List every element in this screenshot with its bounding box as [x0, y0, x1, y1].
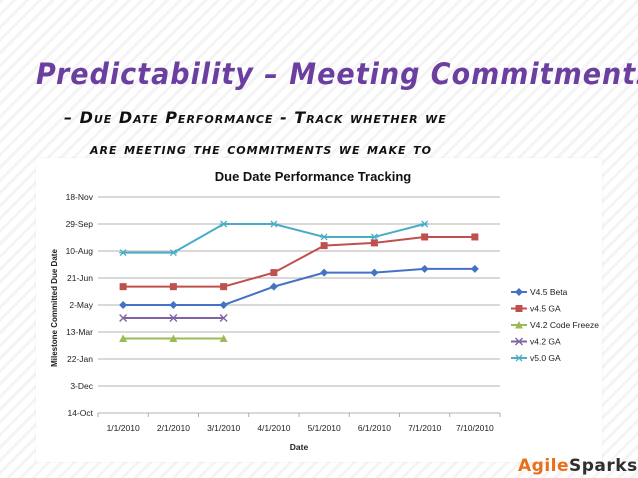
x-tick-label: 6/1/2010 — [358, 423, 391, 433]
chart-title: Due Date Performance Tracking — [215, 169, 412, 184]
slide-subtitle-line2: are meeting the commitments we make to — [90, 139, 432, 158]
series-point-5 — [420, 220, 429, 228]
x-tick-label: 4/1/2010 — [257, 423, 290, 433]
series-line-2 — [123, 235, 475, 288]
y-tick-label: 18-Nov — [66, 192, 94, 202]
x-tick-label: 7/10/2010 — [456, 423, 494, 433]
y-tick-label: 2-May — [69, 300, 93, 310]
series-point-2 — [169, 283, 177, 291]
series-point-1 — [169, 301, 178, 309]
legend-marker-3 — [515, 321, 523, 329]
series-point-2 — [370, 239, 378, 247]
y-tick-label: 29-Sep — [66, 219, 94, 229]
legend-label-3: V4.2 Code Freeze — [530, 320, 599, 330]
y-tick-label: 22-Jan — [67, 354, 93, 364]
series-point-3 — [119, 334, 128, 342]
legend-label-1: V4.5 Beta — [530, 287, 568, 297]
series-point-2 — [320, 242, 328, 250]
series-point-4 — [219, 313, 228, 322]
legend-marker-4 — [515, 337, 523, 346]
series-point-1 — [269, 282, 278, 291]
y-axis-label: Milestone Committed Due Date — [50, 249, 59, 367]
series-point-5 — [370, 233, 379, 241]
series-point-5 — [320, 233, 329, 241]
legend-label-4: v4.2 GA — [530, 337, 561, 347]
brand-suffix: Sparks — [569, 456, 638, 476]
x-axis-label: Date — [290, 442, 309, 452]
x-tick-label: 7/1/2010 — [408, 423, 441, 433]
slide-subtitle-line1: – Due Date Performance - Track whether w… — [64, 108, 447, 127]
chart-panel — [36, 158, 602, 462]
brand-prefix: Agile — [518, 456, 570, 476]
legend-marker-1 — [515, 288, 523, 296]
slide-title: Predictability – Meeting Commitments — [36, 58, 638, 92]
series-point-1 — [470, 264, 479, 273]
x-tick-label: 2/1/2010 — [157, 423, 190, 433]
legend-marker-2 — [515, 305, 523, 312]
x-tick-label: 3/1/2010 — [207, 423, 240, 433]
series-point-2 — [421, 233, 429, 241]
x-tick-label: 5/1/2010 — [308, 423, 341, 433]
series-point-2 — [119, 283, 127, 291]
legend-marker-5 — [515, 354, 523, 362]
series-point-4 — [169, 313, 178, 322]
series-line-1 — [123, 267, 475, 306]
series-point-4 — [119, 313, 128, 322]
y-tick-label: 14-Oct — [67, 408, 93, 418]
y-tick-label: 3-Dec — [70, 381, 93, 391]
y-tick-label: 21-Jun — [67, 273, 93, 283]
series-point-3 — [169, 334, 178, 342]
series-point-5 — [119, 249, 128, 257]
series-point-2 — [220, 283, 228, 291]
series-line-5 — [123, 223, 425, 254]
series-point-1 — [119, 301, 128, 309]
series-point-5 — [219, 220, 228, 228]
y-tick-label: 13-Mar — [66, 327, 93, 337]
series-point-3 — [219, 334, 228, 342]
x-tick-label: 1/1/2010 — [107, 423, 140, 433]
series-point-1 — [370, 268, 379, 277]
series-point-5 — [169, 249, 178, 257]
legend-label-2: v4.5 GA — [530, 304, 561, 314]
y-tick-label: 10-Aug — [66, 246, 94, 256]
legend-label-5: v5.0 GA — [530, 353, 561, 363]
series-point-2 — [270, 269, 278, 277]
series-point-2 — [471, 233, 479, 241]
series-point-1 — [320, 268, 329, 277]
series-point-5 — [269, 220, 278, 228]
brand-logo: AgileSparks — [518, 456, 638, 476]
series-point-1 — [219, 301, 228, 309]
series-point-1 — [420, 264, 429, 273]
